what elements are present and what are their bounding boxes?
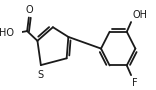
Text: OH: OH (133, 10, 148, 20)
Text: O: O (25, 5, 33, 15)
Text: F: F (132, 78, 138, 88)
Text: HO: HO (0, 28, 14, 38)
Text: S: S (37, 70, 43, 80)
